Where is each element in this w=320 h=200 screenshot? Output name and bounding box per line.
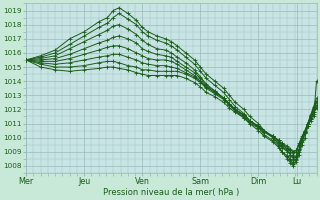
X-axis label: Pression niveau de la mer( hPa ): Pression niveau de la mer( hPa ) xyxy=(103,188,239,197)
